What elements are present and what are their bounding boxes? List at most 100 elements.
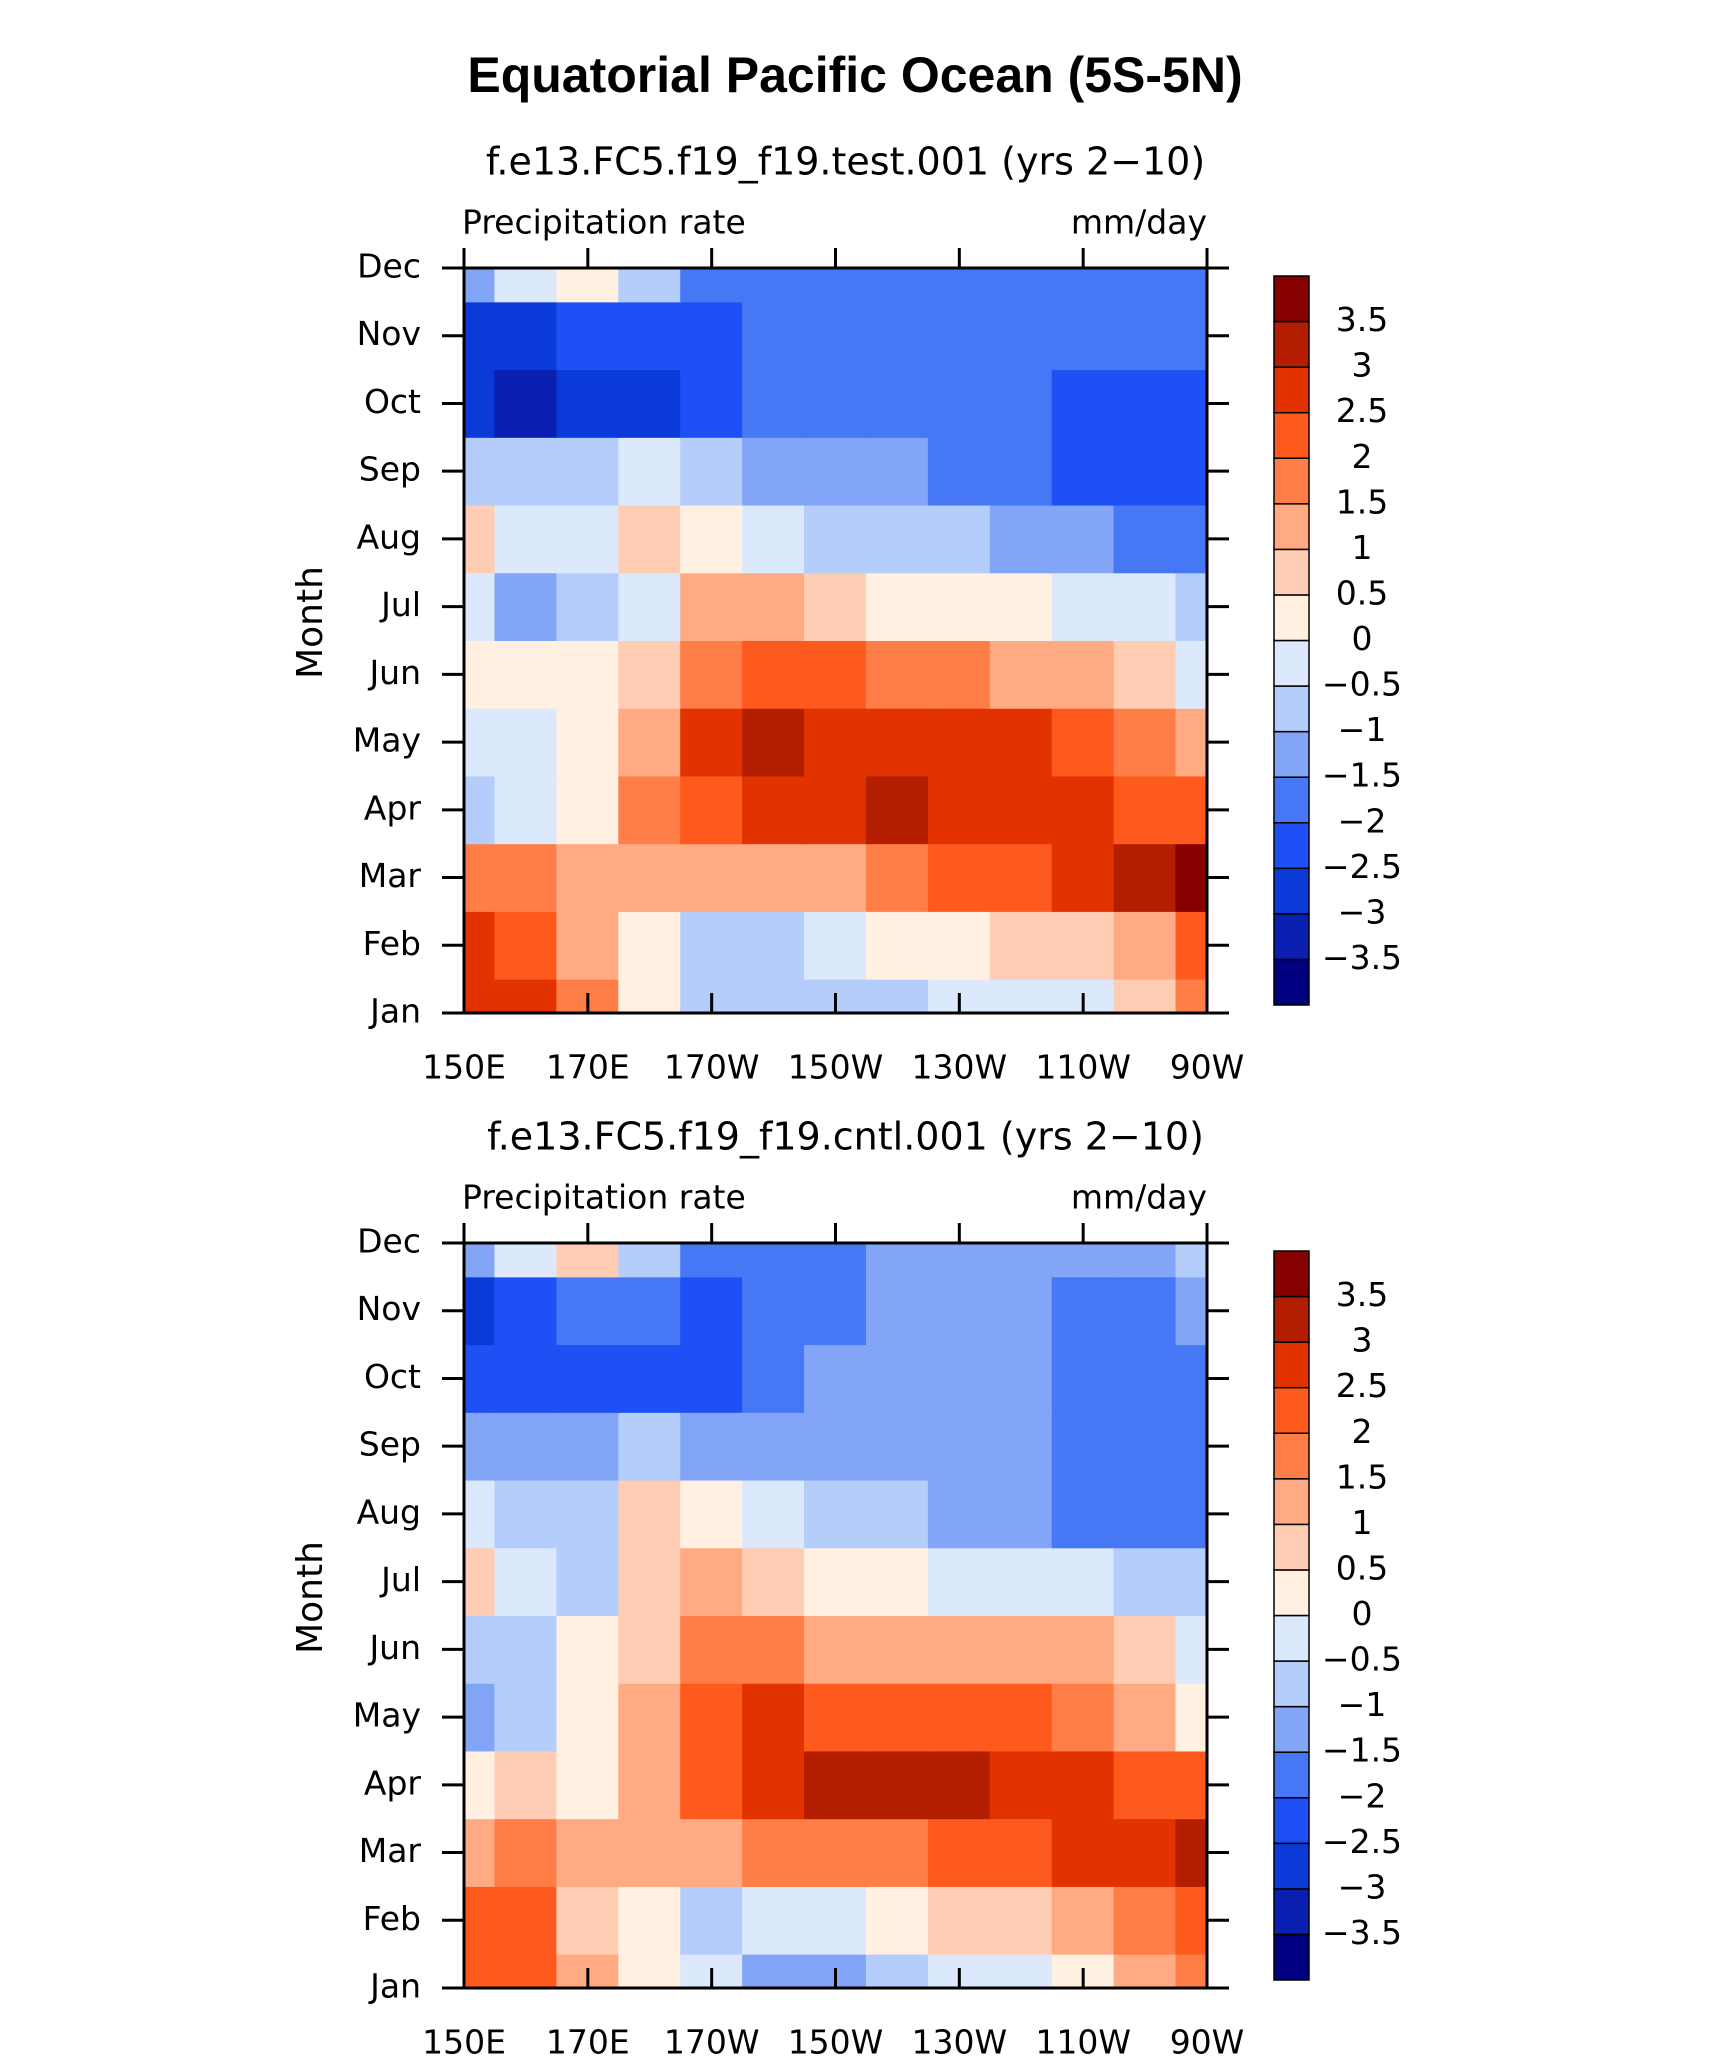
- contour-cell: [989, 1411, 1053, 1481]
- contour-cell: [494, 1479, 558, 1549]
- colorbar-label: 2: [1352, 437, 1373, 476]
- contour-cell: [804, 1479, 867, 1549]
- y-tick-label: May: [353, 721, 421, 760]
- contour-cell: [1175, 301, 1207, 371]
- contour-cell: [742, 1547, 806, 1616]
- y-tick-label: Aug: [357, 1492, 421, 1531]
- contour-cell: [865, 1276, 929, 1346]
- y-tick-label: Sep: [359, 450, 421, 489]
- contour-cell: [464, 436, 496, 506]
- contour-cell: [1175, 1885, 1207, 1955]
- contour-cell: [680, 707, 744, 777]
- contour-cell: [618, 775, 682, 845]
- contour-cell: [556, 369, 620, 438]
- y-tick-label: Feb: [363, 1899, 421, 1938]
- x-tick-label: 90W: [1170, 1048, 1245, 1087]
- contour-cell: [742, 369, 806, 438]
- contour-cell: [556, 436, 620, 506]
- contour-cell: [464, 268, 496, 303]
- contour-cell: [494, 369, 558, 438]
- colorbar-box: [1273, 730, 1310, 778]
- y-tick-label: Apr: [364, 788, 422, 827]
- contour-cell: [742, 572, 806, 641]
- contour-cell: [680, 301, 744, 371]
- contour-cell: [494, 1411, 558, 1481]
- contour-cell: [804, 504, 867, 574]
- x-tick-label: 150E: [422, 1048, 506, 1087]
- contour-cell: [804, 640, 867, 709]
- contour-cell: [1175, 1276, 1207, 1346]
- contour-cell: [865, 978, 929, 1013]
- colorbar-box: [1273, 457, 1310, 505]
- colorbar-label: 3: [1352, 1321, 1373, 1360]
- contour-cell: [804, 301, 867, 371]
- contour-cell: [1113, 301, 1177, 371]
- contour-cell: [742, 436, 806, 506]
- colorbar-box: [1273, 594, 1310, 642]
- contour-cell: [464, 775, 496, 845]
- contour-cell: [865, 1344, 929, 1413]
- contour-cell: [742, 1818, 806, 1887]
- contour-cell: [989, 1818, 1053, 1887]
- colorbar-label: 2: [1352, 1412, 1373, 1451]
- contour-cell: [865, 707, 929, 777]
- colorbar-box: [1273, 1888, 1310, 1936]
- contour-cell: [464, 1411, 496, 1481]
- colorbar-label: −2.5: [1322, 1822, 1402, 1861]
- contour-cell: [680, 775, 744, 845]
- colorbar-label: 3.5: [1336, 300, 1388, 339]
- contour-cell: [1175, 1818, 1207, 1887]
- contour-cell: [804, 843, 867, 912]
- contour-cell: [618, 1276, 682, 1346]
- contour-cell: [804, 1818, 867, 1887]
- y-tick-label: Mar: [359, 1831, 422, 1870]
- contour-cell: [464, 707, 496, 777]
- contour-cell: [989, 1885, 1053, 1955]
- contour-cell: [1051, 1547, 1115, 1616]
- contour-cell: [1051, 301, 1115, 371]
- contour-cell: [680, 843, 744, 912]
- contour-cell: [618, 1344, 682, 1413]
- colorbar-box: [1273, 685, 1310, 733]
- y-tick-label: Jul: [379, 585, 421, 624]
- contour-cell: [680, 1344, 744, 1413]
- colorbar-label: −2: [1338, 1776, 1387, 1815]
- contour-cell: [556, 707, 620, 777]
- contour-cell: [1051, 1479, 1115, 1549]
- contour-cell: [742, 1243, 806, 1278]
- contour-cell: [742, 268, 806, 303]
- contour-cell: [804, 1615, 867, 1684]
- contour-cell: [1113, 436, 1177, 506]
- contour-cell: [618, 369, 682, 438]
- x-tick-label: 90W: [1170, 2023, 1245, 2062]
- contour-cell: [989, 1479, 1053, 1549]
- contour-cell: [1113, 1682, 1177, 1752]
- contour-cell: [1175, 775, 1207, 845]
- colorbar-box: [1273, 275, 1310, 323]
- contour-cell: [680, 1276, 744, 1346]
- colorbar-box: [1273, 1295, 1310, 1343]
- contour-cell: [804, 707, 867, 777]
- contour-cell: [680, 910, 744, 980]
- colorbar-box: [1273, 320, 1310, 368]
- contour-cell: [1175, 1344, 1207, 1413]
- contour-cell: [1175, 1547, 1207, 1616]
- contour-cell: [494, 1682, 558, 1752]
- colorbar-label: 1: [1352, 1503, 1373, 1542]
- colorbar-label: −1.5: [1322, 1731, 1402, 1770]
- contour-cell: [865, 1615, 929, 1684]
- contour-cell: [1113, 775, 1177, 845]
- contour-cell: [927, 1750, 991, 1820]
- contour-cell: [494, 1276, 558, 1346]
- contour-cell: [989, 436, 1053, 506]
- colorbar-box: [1273, 1569, 1310, 1617]
- contour-cell: [1051, 1276, 1115, 1346]
- figure-title: Equatorial Pacific Ocean (5S-5N): [467, 47, 1242, 103]
- contour-cell: [464, 1885, 496, 1955]
- contour-cell: [804, 572, 867, 641]
- contour-cell: [680, 369, 744, 438]
- contour-cell: [927, 775, 991, 845]
- contour-cell: [1051, 1682, 1115, 1752]
- contour-cell: [556, 1818, 620, 1887]
